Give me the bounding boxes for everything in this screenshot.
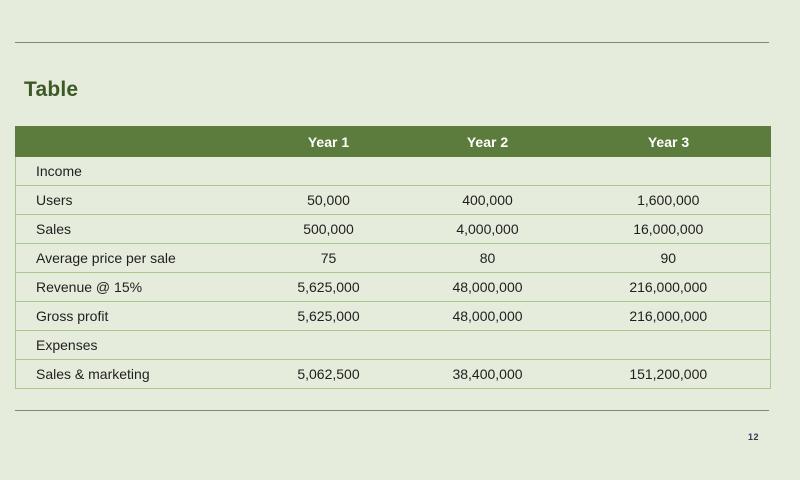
year-3-value: 216,000,000	[566, 301, 771, 331]
header-cell-label	[15, 126, 249, 157]
row-label: Users	[15, 185, 249, 215]
year-1-value: 5,062,500	[248, 359, 409, 389]
row-label: Gross profit	[15, 301, 249, 331]
bottom-divider	[15, 410, 769, 411]
header-cell-year-3: Year 3	[566, 126, 771, 157]
year-2-value: 4,000,000	[408, 214, 567, 244]
year-1-value	[248, 330, 409, 360]
table-row: Gross profit 5,625,000 48,000,000 216,000,0…	[15, 301, 771, 331]
page-number: 12	[748, 432, 760, 442]
table-row: Average price per sale 75 80 90	[15, 243, 771, 273]
header-cell-year-2: Year 2	[408, 126, 567, 157]
year-1-value: 5,625,000	[248, 272, 409, 302]
year-3-value	[566, 330, 771, 360]
row-label: Average price per sale	[15, 243, 249, 273]
year-3-value: 1,600,000	[566, 185, 771, 215]
row-label: Sales	[15, 214, 249, 244]
year-1-value	[248, 156, 409, 186]
year-1-value: 500,000	[248, 214, 409, 244]
year-2-value: 38,400,000	[408, 359, 567, 389]
financial-table: Year 1 Year 2 Year 3 Income Users 50,000 40…	[15, 126, 771, 389]
year-2-value: 48,000,000	[408, 301, 567, 331]
row-label: Sales & marketing	[15, 359, 249, 389]
table-body: Income Users 50,000 400,000 1,600,000 Sales 50…	[15, 156, 771, 389]
year-2-value: 48,000,000	[408, 272, 567, 302]
year-2-value	[408, 330, 567, 360]
row-label: Expenses	[15, 330, 249, 360]
header-cell-year-1: Year 1	[248, 126, 409, 157]
year-1-value: 75	[248, 243, 409, 273]
year-3-value: 16,000,000	[566, 214, 771, 244]
year-2-value: 80	[408, 243, 567, 273]
row-label: Revenue @ 15%	[15, 272, 249, 302]
table-row: Sales & marketing 5,062,500 38,400,000 151,…	[15, 359, 771, 389]
top-divider	[15, 42, 769, 43]
year-3-value: 216,000,000	[566, 272, 771, 302]
year-2-value	[408, 156, 567, 186]
slide-title: Table	[24, 78, 79, 101]
row-label: Income	[15, 156, 249, 186]
year-3-value	[566, 156, 771, 186]
year-1-value: 50,000	[248, 185, 409, 215]
table-row: Revenue @ 15% 5,625,000 48,000,000 216,000,…	[15, 272, 771, 302]
table-row: Users 50,000 400,000 1,600,000	[15, 185, 771, 215]
year-3-value: 90	[566, 243, 771, 273]
table-row: Income	[15, 156, 771, 186]
table-row: Expenses	[15, 330, 771, 360]
year-2-value: 400,000	[408, 185, 567, 215]
year-3-value: 151,200,000	[566, 359, 771, 389]
table-header-row: Year 1 Year 2 Year 3	[15, 126, 771, 157]
table-row: Sales 500,000 4,000,000 16,000,000	[15, 214, 771, 244]
year-1-value: 5,625,000	[248, 301, 409, 331]
